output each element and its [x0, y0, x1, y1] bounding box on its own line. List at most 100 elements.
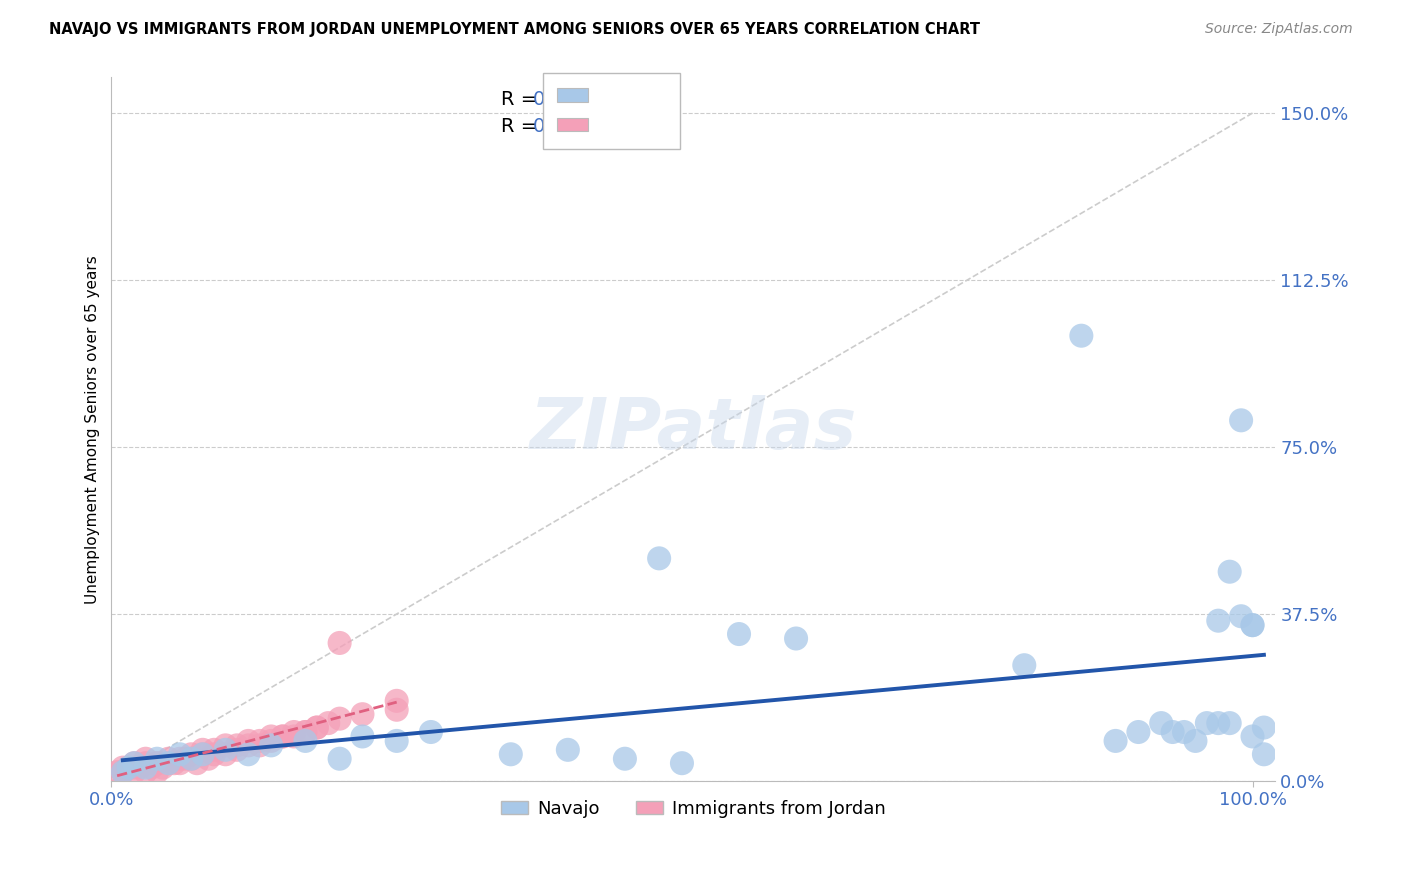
Point [135, 752, 157, 766]
Point [249, 739, 271, 753]
Point [180, 752, 202, 766]
Point [122, 761, 145, 775]
Text: 0.458: 0.458 [533, 117, 589, 136]
Text: Source: ZipAtlas.com: Source: ZipAtlas.com [1205, 22, 1353, 37]
Point [385, 734, 408, 748]
Point [157, 752, 180, 766]
Point [238, 734, 260, 748]
Point [226, 739, 249, 753]
Point [117, 761, 139, 775]
Point [214, 739, 236, 753]
Point [1253, 721, 1275, 735]
Point [157, 756, 180, 771]
Point [169, 752, 191, 766]
Point [191, 743, 214, 757]
Point [111, 765, 134, 780]
Point [728, 627, 751, 641]
Text: R =: R = [502, 90, 544, 110]
Point [169, 747, 191, 762]
Point [613, 752, 636, 766]
Point [146, 752, 169, 766]
Point [111, 761, 134, 775]
Point [1230, 609, 1253, 624]
Point [122, 765, 145, 780]
Point [174, 752, 197, 766]
Point [1219, 716, 1241, 731]
Point [117, 761, 139, 775]
Point [283, 730, 305, 744]
Legend: Navajo, Immigrants from Jordan: Navajo, Immigrants from Jordan [494, 792, 893, 825]
Point [260, 739, 283, 753]
Point [385, 703, 408, 717]
Point [1104, 734, 1126, 748]
Point [122, 756, 145, 771]
Point [305, 721, 328, 735]
Point [135, 761, 157, 775]
Point [135, 756, 157, 771]
Point [141, 761, 163, 775]
Point [202, 747, 225, 762]
Point [1195, 716, 1218, 731]
Point [146, 756, 169, 771]
Point [1173, 725, 1195, 739]
Point [271, 730, 294, 744]
Point [163, 756, 186, 771]
Point [180, 747, 202, 762]
Text: R =: R = [502, 117, 544, 136]
Text: 0.536: 0.536 [533, 90, 589, 110]
Point [1253, 747, 1275, 762]
Point [271, 730, 294, 744]
Point [1150, 716, 1173, 731]
Point [129, 761, 152, 775]
Point [122, 756, 145, 771]
Point [329, 712, 352, 726]
Point [352, 707, 374, 722]
Text: N =: N = [583, 117, 638, 136]
Point [157, 756, 180, 771]
Point [226, 743, 249, 757]
Point [249, 734, 271, 748]
Point [260, 734, 283, 748]
Point [1128, 725, 1150, 739]
Point [146, 765, 169, 780]
Point [180, 752, 202, 766]
Point [152, 761, 174, 775]
Point [329, 636, 352, 650]
Point [1241, 618, 1264, 632]
Point [169, 756, 191, 771]
Point [785, 632, 807, 646]
Point [1206, 716, 1229, 731]
Point [1014, 658, 1036, 673]
Point [294, 725, 316, 739]
Point [191, 747, 214, 762]
Text: 44: 44 [617, 90, 641, 110]
Point [146, 756, 169, 771]
Point [671, 756, 693, 771]
Point [316, 716, 339, 731]
Text: ZIPatlas: ZIPatlas [530, 395, 858, 464]
Point [1241, 618, 1264, 632]
Point [214, 743, 236, 757]
Point [499, 747, 522, 762]
Point [135, 765, 157, 780]
Point [294, 734, 316, 748]
Point [1070, 328, 1092, 343]
Point [1219, 565, 1241, 579]
Point [202, 743, 225, 757]
Point [329, 752, 352, 766]
Point [305, 721, 328, 735]
Point [260, 730, 283, 744]
Point [1230, 413, 1253, 427]
Point [1184, 734, 1206, 748]
Point [385, 694, 408, 708]
Text: N =: N = [583, 90, 638, 110]
Point [238, 739, 260, 753]
Point [238, 747, 260, 762]
Point [294, 725, 316, 739]
Point [1161, 725, 1184, 739]
Y-axis label: Unemployment Among Seniors over 65 years: Unemployment Among Seniors over 65 years [86, 255, 100, 604]
Point [419, 725, 441, 739]
Point [105, 765, 128, 780]
Text: 54: 54 [617, 117, 641, 136]
Point [283, 725, 305, 739]
